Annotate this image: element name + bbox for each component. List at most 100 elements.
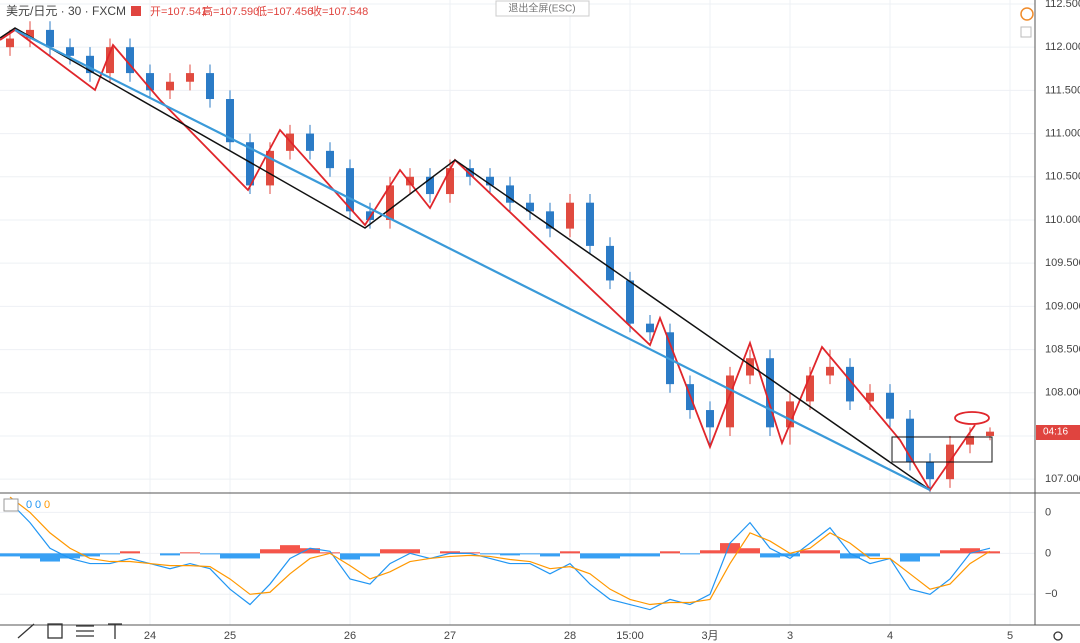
candle-body — [866, 392, 874, 402]
macd-histogram-bar — [360, 553, 380, 557]
x-tick-label: 3 — [787, 630, 793, 642]
text-tool[interactable] — [108, 623, 122, 639]
y-tick-label: 112.500 — [1045, 0, 1080, 10]
macd-histogram-bar — [80, 553, 100, 557]
y-tick-label: 108.000 — [1045, 387, 1080, 399]
alert-icon[interactable] — [1020, 7, 1034, 21]
candle-body — [406, 176, 414, 186]
macd-histogram-bar — [500, 553, 520, 556]
macd-histogram-bar — [920, 553, 940, 557]
candle-body — [506, 185, 514, 203]
macd-histogram-bar — [820, 550, 840, 554]
price-tag — [1036, 425, 1080, 440]
macd-histogram-bar — [940, 550, 960, 554]
candle-body — [626, 280, 634, 324]
candle-body — [846, 366, 854, 402]
candle-body — [346, 168, 354, 212]
x-tick-label: 27 — [444, 630, 456, 642]
macd-histogram-bar — [160, 553, 180, 556]
macd-histogram-bar — [380, 549, 400, 554]
y-tick-label: 111.500 — [1045, 84, 1080, 96]
line-tool[interactable] — [17, 623, 35, 639]
macd-legend-value: 0 — [35, 499, 41, 511]
candle-body — [306, 133, 314, 151]
candle-body — [746, 358, 754, 376]
candle-body — [446, 168, 454, 195]
macd-histogram-bar — [60, 553, 80, 559]
x-tick-label: 3月 — [701, 630, 718, 642]
macd-histogram-bar — [540, 553, 560, 557]
trend-line — [14, 29, 931, 491]
x-tick-label: 15:00 — [616, 630, 644, 642]
candle-body — [166, 81, 174, 91]
y-tick-label: 110.500 — [1045, 171, 1080, 183]
flag-icon[interactable] — [131, 6, 141, 16]
candle-body — [46, 29, 54, 48]
x-tick-label: 25 — [224, 630, 236, 642]
candle-body — [526, 202, 534, 212]
candle-body — [586, 202, 594, 246]
candle-body — [486, 176, 494, 186]
fib-tool[interactable] — [76, 625, 94, 637]
macd-histogram-bar — [280, 545, 300, 554]
rect-tool[interactable] — [47, 623, 63, 639]
candle-body — [426, 176, 434, 195]
macd-histogram-bar — [740, 548, 760, 554]
candle-body — [466, 168, 474, 177]
macd-histogram-bar — [100, 553, 120, 555]
candle-body — [126, 47, 134, 74]
symbol: 美元/日元 · 30 · FXCM — [6, 4, 126, 18]
candle-body — [146, 73, 154, 91]
macd-legend-value: 0 — [44, 499, 50, 511]
exit-button[interactable] — [495, 0, 590, 17]
macd-histogram-bar — [20, 553, 40, 559]
macd-histogram-bar — [600, 553, 620, 559]
y-tick-label: 0 — [1045, 506, 1051, 518]
candle-body — [706, 410, 714, 428]
candle-body — [6, 38, 14, 48]
scale-icon[interactable] — [1020, 26, 1032, 38]
x-tick-label: 5 — [1007, 630, 1013, 642]
candle-body — [886, 392, 894, 419]
candle-body — [766, 358, 774, 428]
macd-legend-value: 0 — [26, 499, 32, 511]
candle-body — [966, 435, 974, 445]
macd-histogram-bar — [580, 553, 600, 559]
macd-histogram-bar — [220, 553, 240, 559]
y-tick-label: 107.000 — [1045, 473, 1080, 485]
macd-histogram-bar — [480, 553, 500, 555]
macd-histogram-bar — [900, 553, 920, 562]
macd-histogram-bar — [760, 553, 780, 558]
x-tick-label: 4 — [887, 630, 893, 642]
x-tick-label: 26 — [344, 630, 356, 642]
y-tick-label: 109.500 — [1045, 257, 1080, 269]
macd-histogram-bar — [640, 553, 660, 557]
y-tick-label: 110.000 — [1045, 214, 1080, 226]
macd-histogram-bar — [340, 553, 360, 560]
ellipse-drawing — [954, 411, 990, 425]
macd-histogram-bar — [0, 553, 20, 557]
candle-body — [266, 150, 274, 186]
box-drawing — [891, 436, 993, 463]
macd-histogram-bar — [400, 549, 420, 554]
macd-histogram-bar — [660, 551, 680, 554]
macd-histogram-bar — [300, 548, 320, 554]
collapse-button[interactable] — [3, 498, 19, 512]
countdown: 04:16 — [1043, 427, 1068, 438]
zigzag-drawing — [0, 28, 976, 492]
settings-icon[interactable] — [1053, 631, 1063, 641]
macd-line — [9, 501, 991, 611]
candle-body — [546, 211, 554, 229]
candle-body — [226, 99, 234, 143]
candle-body — [726, 375, 734, 428]
trend-drawing — [0, 27, 931, 491]
macd-histogram-bar — [840, 553, 860, 559]
y-tick-label: 111.000 — [1045, 127, 1080, 139]
y-tick-label: 0 — [1045, 547, 1051, 559]
toolbar — [17, 623, 1063, 641]
candle-body — [246, 142, 254, 186]
ohlc: 高=107.590 — [202, 4, 259, 18]
macd-histogram-bar — [440, 551, 460, 554]
macd-histogram-bar — [40, 553, 60, 562]
